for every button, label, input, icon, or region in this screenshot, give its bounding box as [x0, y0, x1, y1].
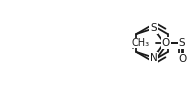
Text: N: N [150, 53, 157, 63]
Text: S: S [150, 23, 157, 33]
Text: O: O [178, 54, 186, 64]
Text: CH₃: CH₃ [131, 38, 150, 48]
Text: S: S [179, 38, 185, 48]
Text: O: O [162, 38, 170, 48]
